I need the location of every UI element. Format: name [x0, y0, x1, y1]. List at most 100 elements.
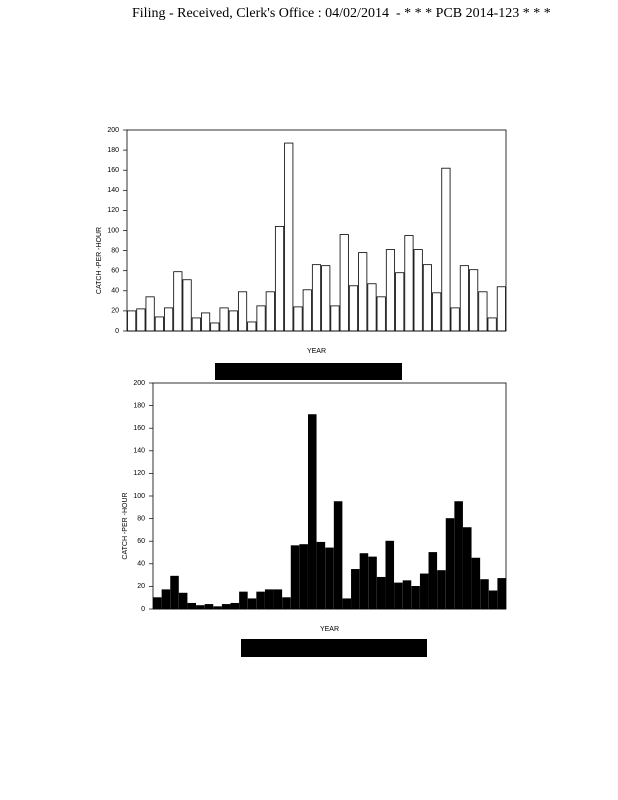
bar: [478, 291, 488, 332]
bar: [311, 264, 322, 332]
bar: [402, 580, 412, 610]
bar: [445, 518, 455, 610]
bar: [348, 285, 359, 332]
bar: [480, 579, 489, 610]
y-axis-label: CATCH -PER -HOUR: [122, 492, 129, 559]
bar: [210, 322, 220, 332]
bar: [299, 544, 308, 610]
bar: [413, 249, 423, 332]
bar: [164, 307, 174, 332]
bar: [432, 292, 442, 332]
y-tick-label: 100: [107, 227, 119, 234]
plot-frame: [152, 382, 507, 610]
bar: [471, 557, 481, 610]
bar: [153, 597, 162, 610]
bar: [247, 321, 257, 332]
y-tick-label: 0: [115, 328, 119, 335]
bar: [256, 305, 266, 332]
filing-stamp: Filing - Received, Clerk's Office : 04/0…: [132, 6, 389, 21]
y-tick-label: 80: [137, 515, 145, 522]
plot-frame: [126, 129, 507, 332]
bar: [196, 605, 205, 610]
bar: [454, 501, 463, 610]
y-tick-label: 80: [111, 247, 119, 254]
bar: [136, 308, 146, 332]
bar: [339, 234, 349, 332]
y-tick-label: 60: [111, 268, 119, 275]
y-tick-label: 200: [107, 127, 119, 134]
bar: [237, 291, 248, 332]
bar: [219, 307, 229, 332]
bar: [316, 541, 326, 610]
bar: [496, 286, 506, 332]
bar: [293, 306, 303, 332]
bar: [230, 602, 240, 610]
bar: [239, 591, 248, 610]
y-tick-label: 100: [133, 493, 145, 500]
y-tick-label: 40: [111, 288, 119, 295]
bar: [221, 604, 231, 610]
bar: [359, 553, 369, 610]
bar: [469, 269, 479, 332]
bar: [201, 312, 211, 332]
bar: [462, 527, 472, 610]
y-tick-label: 180: [133, 402, 145, 409]
bar: [333, 501, 343, 610]
bar: [330, 305, 340, 332]
bar: [282, 597, 291, 610]
bar: [228, 310, 238, 332]
bar: [368, 556, 377, 610]
bar: [411, 586, 420, 610]
y-axis-label: CATCH -PER -HOUR: [96, 227, 103, 294]
bar: [428, 552, 438, 610]
y-tick-label: 200: [133, 380, 145, 387]
bar: [265, 291, 275, 332]
bar: [127, 310, 137, 332]
bar: [437, 570, 446, 610]
bar: [274, 226, 285, 332]
x-axis-label: YEAR: [307, 348, 326, 355]
y-tick-label: 0: [141, 606, 145, 613]
bar: [247, 598, 257, 610]
y-tick-label: 20: [111, 308, 119, 315]
y-tick-label: 40: [137, 561, 145, 568]
bar: [395, 272, 405, 332]
bar: [422, 264, 432, 332]
bar: [182, 279, 192, 332]
redaction: [215, 363, 402, 380]
x-axis-label: YEAR: [320, 626, 339, 633]
y-tick-label: 140: [107, 187, 119, 194]
bar: [488, 590, 498, 610]
case-number: - * * * PCB 2014-123 * * *: [396, 6, 551, 21]
bar: [187, 602, 197, 610]
bar: [154, 316, 164, 332]
y-tick-label: 180: [107, 147, 119, 154]
bar: [264, 589, 274, 610]
bar: [173, 271, 183, 332]
bar: [290, 545, 300, 610]
y-tick-label: 160: [107, 167, 119, 174]
bar: [358, 252, 368, 332]
bar: [497, 578, 506, 610]
bar: [161, 589, 171, 610]
bar: [459, 265, 469, 332]
bar: [284, 142, 294, 332]
bar: [367, 283, 377, 332]
bar: [385, 540, 395, 610]
redaction: [241, 639, 427, 657]
bar: [178, 592, 188, 610]
bar: [376, 296, 386, 332]
bar: [321, 265, 331, 332]
bar: [394, 582, 403, 610]
bar: [273, 589, 283, 610]
y-tick-label: 20: [137, 583, 145, 590]
bar: [191, 317, 201, 332]
bar: [342, 598, 351, 610]
bar: [325, 547, 334, 610]
y-tick-label: 120: [133, 470, 145, 477]
y-tick-label: 60: [137, 538, 145, 545]
y-tick-label: 140: [133, 448, 145, 455]
bar: [308, 414, 317, 610]
